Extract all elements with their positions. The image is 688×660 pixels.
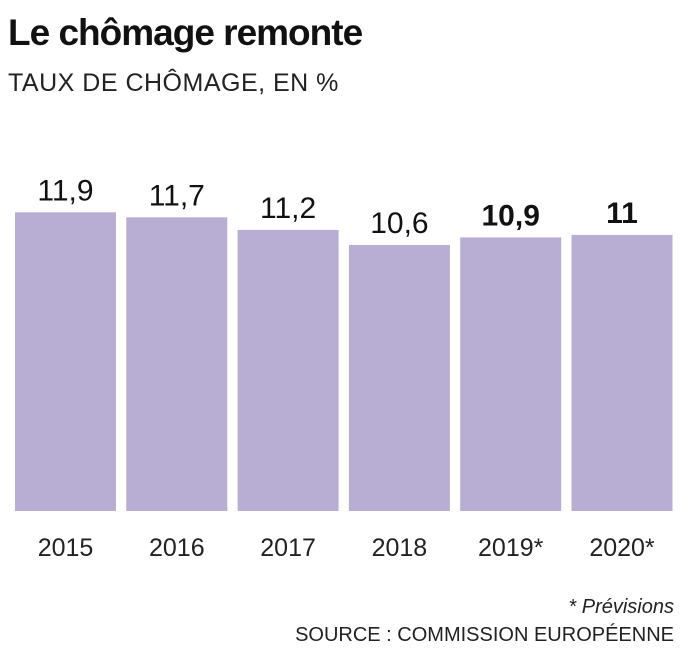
- source-note: SOURCE : COMMISSION EUROPÉENNE: [295, 624, 674, 646]
- value-label-4: 10,9: [482, 199, 540, 232]
- x-tick-label-3: 2018: [372, 534, 428, 562]
- value-label-3: 10,6: [370, 207, 428, 240]
- x-tick-label-5: 2020*: [589, 534, 655, 562]
- bar-2: [237, 229, 339, 511]
- bar-0: [15, 212, 116, 511]
- chart-title: Le chômage remonte: [8, 12, 363, 53]
- value-label-2: 11,2: [260, 192, 316, 225]
- chart-subtitle: TAUX DE CHÔMAGE, EN %: [8, 69, 339, 97]
- x-tick-label-4: 2019*: [478, 534, 544, 562]
- value-label-1: 11,7: [149, 179, 205, 212]
- x-tick-label-1: 2016: [149, 534, 205, 562]
- forecast-note: * Prévisions: [568, 596, 674, 618]
- value-label-0: 11,9: [37, 174, 93, 207]
- x-tick-label-0: 2015: [38, 534, 94, 562]
- value-label-5: 11: [606, 197, 638, 230]
- bar-5: [571, 234, 673, 511]
- x-tick-label-2: 2017: [260, 534, 316, 562]
- bar-3: [348, 244, 450, 511]
- bar-1: [126, 217, 228, 511]
- bar-4: [460, 237, 562, 511]
- bar-chart: 11,9 2015 11,7 2016 11,2 2017 10,6 2018 10,9 2019…: [15, 174, 673, 562]
